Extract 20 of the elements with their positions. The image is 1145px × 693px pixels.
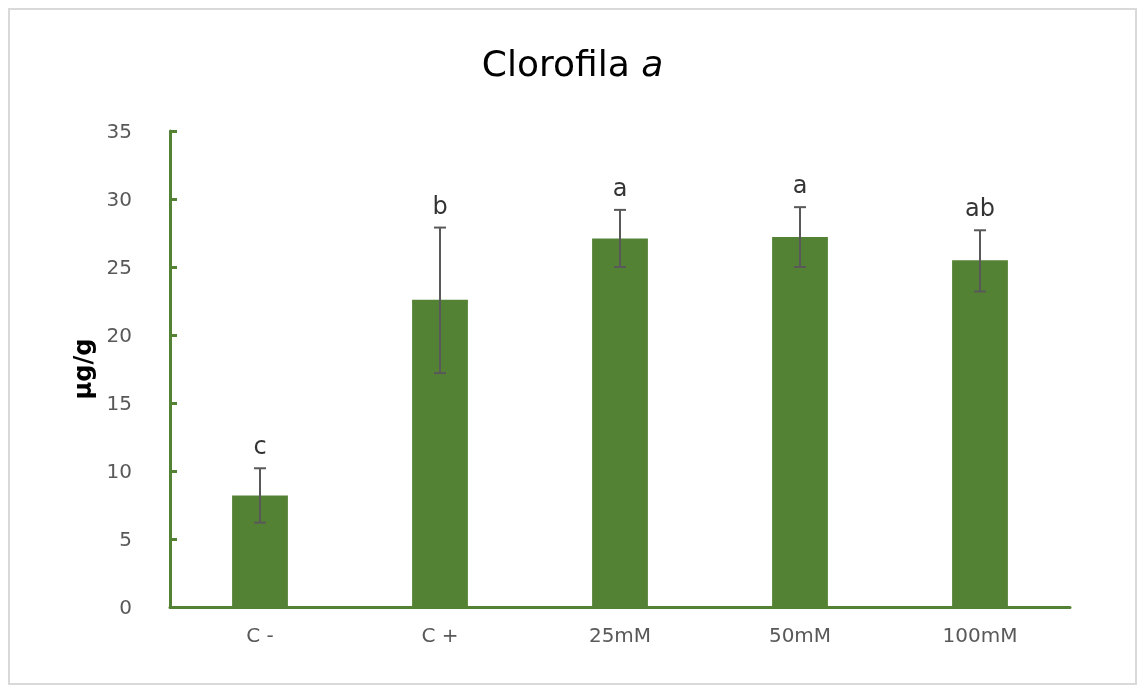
y-tick-label: 10 [106,459,132,483]
chart-title: Clorofila a [481,42,664,84]
x-tick-label: 50mM [768,623,832,647]
y-tick-label: 0 [119,595,132,619]
annotation: c [253,432,267,461]
y-tick-label: 35 [106,119,132,143]
y-axis-title: µg/g [69,338,97,400]
y-tick-label: 30 [106,187,132,211]
annotation: a [792,171,808,200]
annotation: b [432,191,448,220]
x-tick-label: C + [421,623,459,647]
y-tick-label: 15 [106,391,132,415]
x-tick-label: C - [246,623,274,647]
x-tick-label: 25mM [588,623,652,647]
y-tick-label: 25 [106,255,132,279]
annotation: ab [965,194,995,223]
y-tick-label: 20 [106,323,132,347]
x-tick-label: 100mM [942,623,1018,647]
y-tick-label: 5 [119,527,132,551]
annotation: a [612,173,628,202]
